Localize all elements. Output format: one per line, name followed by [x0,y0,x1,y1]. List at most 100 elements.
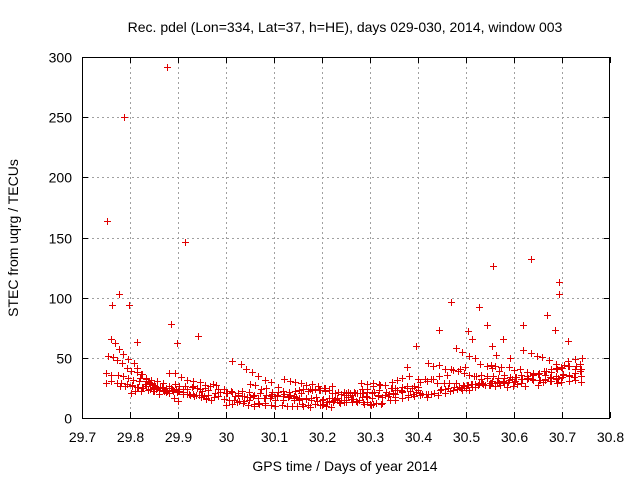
data-point [465,328,472,335]
data-point [223,402,230,409]
data-point [326,387,333,394]
y-tick-label: 150 [49,231,73,247]
data-point [194,385,201,392]
data-point [430,363,437,370]
data-point [135,384,142,391]
data-point [221,386,228,393]
data-point [415,376,422,383]
data-point [173,386,180,393]
data-point [445,385,452,392]
data-point [404,383,411,390]
data-point [389,379,396,386]
data-point [108,372,115,379]
data-point [507,374,514,381]
data-point [506,377,513,384]
data-point [363,393,370,400]
y-axis-label: STEC from uqrg / TECUs [5,159,21,317]
x-tick-label: 30.2 [309,429,336,445]
data-point [572,356,579,363]
data-point [360,390,367,397]
data-point [229,401,236,408]
data-point [243,366,250,373]
data-point [281,391,288,398]
x-tick-label: 30.1 [261,429,288,445]
data-point [300,386,307,393]
data-point [415,384,422,391]
data-point [548,375,555,382]
data-point [250,393,257,400]
x-tick-label: 30 [219,429,235,445]
data-point [148,377,155,384]
data-point [382,382,389,389]
data-point [134,339,141,346]
data-point [579,355,586,362]
data-point [238,361,245,368]
data-point [213,382,220,389]
data-point [559,374,566,381]
data-point [469,381,476,388]
data-point [232,393,239,400]
y-tick-label: 250 [49,110,73,126]
data-point [528,350,535,357]
data-point [269,389,276,396]
data-point [540,379,547,386]
data-point [500,336,507,343]
data-point [171,395,178,402]
data-point [353,398,360,405]
data-point [577,361,584,368]
data-point [335,389,342,396]
data-point [411,393,418,400]
data-point [478,372,485,379]
data-point [556,291,563,298]
data-point [252,382,259,389]
data-point [369,395,376,402]
data-point [434,380,441,387]
data-point [138,388,145,395]
data-point [383,389,390,396]
data-point [484,363,491,370]
data-point [464,382,471,389]
data-point [125,375,132,382]
data-point [535,382,542,389]
data-point [105,353,112,360]
data-point [143,378,150,385]
data-point [178,374,185,381]
data-point [114,357,121,364]
data-point [324,399,331,406]
data-point [404,364,411,371]
data-point [435,392,442,399]
data-point [448,366,455,373]
data-point [571,374,578,381]
data-point [482,382,489,389]
data-point [239,393,246,400]
data-point [566,378,573,385]
data-point [109,302,116,309]
data-point [436,362,443,369]
data-point [198,392,205,399]
data-point [175,398,182,405]
data-point [172,370,179,377]
data-point [160,380,167,387]
data-point [424,394,431,401]
data-point [354,390,361,397]
data-point [572,370,579,377]
data-point [378,401,385,408]
data-point [496,368,503,375]
data-point [518,376,525,383]
y-tick-label: 100 [49,291,73,307]
x-tick-label: 29.8 [117,429,144,445]
data-point [182,383,189,390]
data-point [554,366,561,373]
data-point [472,355,479,362]
data-point [578,373,585,380]
data-point [368,402,375,409]
data-point [437,387,444,394]
data-point [489,343,496,350]
data-point [411,383,418,390]
data-point [504,384,511,391]
data-point [428,376,435,383]
data-point [296,387,303,394]
data-point [536,377,543,384]
data-point [417,390,424,397]
data-point [394,377,401,384]
